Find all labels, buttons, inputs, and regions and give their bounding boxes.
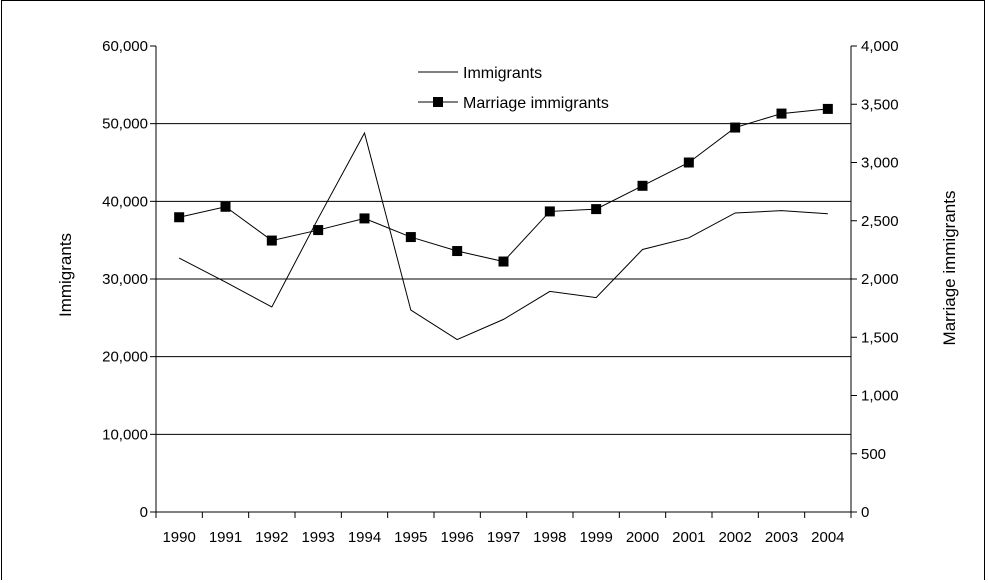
legend-immigrants-label: Immigrants <box>463 65 542 82</box>
x-tick-label: 1992 <box>255 529 288 546</box>
marriage-immigrants-marker <box>452 246 463 257</box>
marriage-immigrants-marker <box>220 201 231 212</box>
x-tick-label: 1997 <box>487 529 520 546</box>
marriage-immigrants-marker <box>730 122 741 133</box>
left-tick-label: 60,000 <box>102 38 148 55</box>
right-tick-label: 2,000 <box>861 271 899 288</box>
right-tick-label: 1,500 <box>861 329 899 346</box>
gridlines <box>156 123 851 435</box>
marriage-immigrants-marker <box>822 103 833 114</box>
right-tick-label: 3,000 <box>861 155 899 172</box>
marriage-immigrants-marker <box>174 212 185 223</box>
x-tick-label: 1999 <box>579 529 612 546</box>
series-layer <box>174 103 833 341</box>
marriage-immigrants-marker <box>544 206 555 217</box>
marriage-immigrants-marker <box>637 180 648 191</box>
marriage-immigrants-marker <box>313 225 324 236</box>
x-tick-label: 2002 <box>718 529 751 546</box>
left-tick-label: 30,000 <box>102 271 148 288</box>
legend: Immigrants Marriage immigrants <box>418 65 609 112</box>
right-tick-label: 4,000 <box>861 38 899 55</box>
left-axis-ticks: 0 10,000 20,000 30,000 40,000 50,000 60,000 <box>102 38 156 521</box>
x-tick-label: 1994 <box>348 529 381 546</box>
x-tick-label: 2001 <box>672 529 705 546</box>
x-tick-label: 2004 <box>811 529 844 546</box>
x-tick-label: 1998 <box>533 529 566 546</box>
x-tick-label: 1990 <box>162 529 195 546</box>
marriage-immigrants-marker <box>498 256 509 267</box>
left-tick-label: 20,000 <box>102 349 148 366</box>
marriage-immigrants-marker <box>591 204 602 215</box>
immigrants-line <box>178 131 828 341</box>
x-tick-label: 1993 <box>301 529 334 546</box>
right-tick-label: 500 <box>861 446 886 463</box>
marriage-immigrants-marker <box>405 232 416 243</box>
left-axis-title: Immigrants <box>56 233 75 317</box>
x-tick-label: 2000 <box>626 529 659 546</box>
legend-marriage-immigrants-marker <box>433 97 443 107</box>
x-axis-ticks: 1990 1991 1992 1993 1994 1995 1996 1997 1998 1999… <box>155 512 852 546</box>
right-tick-label: 0 <box>861 504 869 521</box>
left-tick-label: 10,000 <box>102 426 148 443</box>
x-tick-label: 1995 <box>394 529 427 546</box>
x-tick-label: 2003 <box>765 529 798 546</box>
marriage-immigrants-marker <box>776 108 787 119</box>
left-tick-label: 50,000 <box>102 116 148 133</box>
right-tick-label: 1,000 <box>861 388 899 405</box>
x-tick-label: 1991 <box>209 529 242 546</box>
left-tick-label: 40,000 <box>102 193 148 210</box>
marriage-immigrants-marker <box>266 235 277 246</box>
marriage-immigrants-marker <box>359 213 370 224</box>
right-axis-title: Marriage immigrants <box>940 191 959 346</box>
right-tick-label: 3,500 <box>861 96 899 113</box>
x-tick-label: 1996 <box>440 529 473 546</box>
legend-marriage-immigrants-label: Marriage immigrants <box>463 95 609 112</box>
marriage-immigrants-marker <box>683 157 694 168</box>
right-axis-ticks: 0 500 1,000 1,500 2,000 2,500 3,000 3,500 4,000 <box>851 38 899 521</box>
right-tick-label: 2,500 <box>861 213 899 230</box>
left-tick-label: 0 <box>140 504 148 521</box>
